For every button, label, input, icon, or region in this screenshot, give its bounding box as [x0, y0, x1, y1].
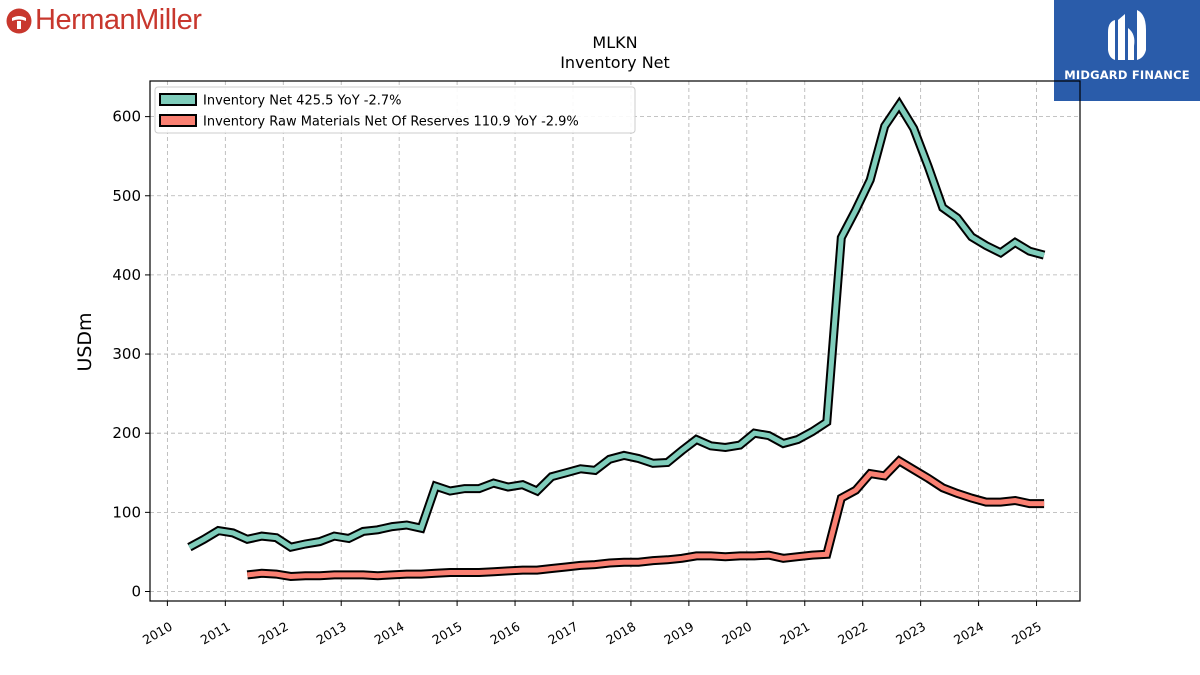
y-tick-label: 600: [112, 108, 141, 126]
x-tick-label: 2015: [430, 619, 465, 648]
x-tick-label: 2017: [545, 619, 580, 648]
y-tick-label: 300: [112, 345, 141, 363]
chart-subtitle: Inventory Net: [560, 53, 670, 72]
x-tick-label: 2022: [835, 619, 870, 648]
legend-swatch-raw-materials: [159, 114, 197, 127]
x-tick-label: 2019: [661, 619, 696, 648]
plot-frame: [149, 80, 1081, 602]
midgard-finance-logo: MIDGARD FINANCE: [1054, 0, 1200, 101]
series-line-outline: [187, 96, 1046, 553]
x-tick-label: 2010: [140, 619, 175, 648]
legend-swatch-inventory-net: [159, 93, 197, 106]
chart-grid: [150, 81, 1080, 601]
y-axis-label: USDm: [74, 312, 96, 371]
y-tick-label: 0: [131, 583, 141, 601]
midgard-finance-mark-icon: [1108, 10, 1146, 60]
x-tick-label: 2023: [893, 619, 928, 648]
series-layer: [187, 96, 1046, 582]
herman-miller-mark-icon: [6, 8, 32, 33]
legend-label-inventory-net: Inventory Net 425.5 YoY -2.7%: [203, 94, 402, 109]
y-tick-label: 200: [112, 424, 141, 442]
herman-miller-logo: HermanMiller: [6, 4, 202, 37]
x-tick-label: 2012: [256, 619, 291, 648]
x-tick-label: 2016: [487, 619, 522, 648]
x-tick-label: 2024: [951, 619, 986, 648]
series-line-0: [188, 100, 1045, 550]
x-tick-label: 2013: [314, 619, 349, 648]
herman-miller-wordmark: HermanMiller: [35, 4, 202, 36]
x-tick-label: 2025: [1009, 619, 1044, 648]
y-axis: 0 100 200 300 400 500 600: [112, 108, 150, 601]
series-line-1: [247, 457, 1045, 580]
legend-label-raw-materials: Inventory Raw Materials Net Of Reserves …: [203, 115, 579, 130]
legend-box: [154, 86, 636, 134]
x-tick-label: 2011: [198, 619, 233, 648]
y-tick-label: 400: [112, 266, 141, 284]
x-axis: 2010 2011 2012 2013 2014 2015 2016 2017 2018 2019…: [140, 601, 1044, 648]
y-tick-label: 100: [112, 503, 141, 521]
x-tick-label: 2018: [603, 619, 638, 648]
x-tick-label: 2014: [372, 619, 407, 648]
x-tick-label: 2021: [777, 619, 812, 648]
y-tick-label: 500: [112, 187, 141, 205]
chart-title: MLKN: [592, 33, 637, 52]
x-tick-label: 2020: [719, 619, 754, 648]
legend: Inventory Net 425.5 YoY -2.7% Inventory …: [154, 86, 636, 134]
midgard-finance-wordmark: MIDGARD FINANCE: [1064, 68, 1190, 82]
